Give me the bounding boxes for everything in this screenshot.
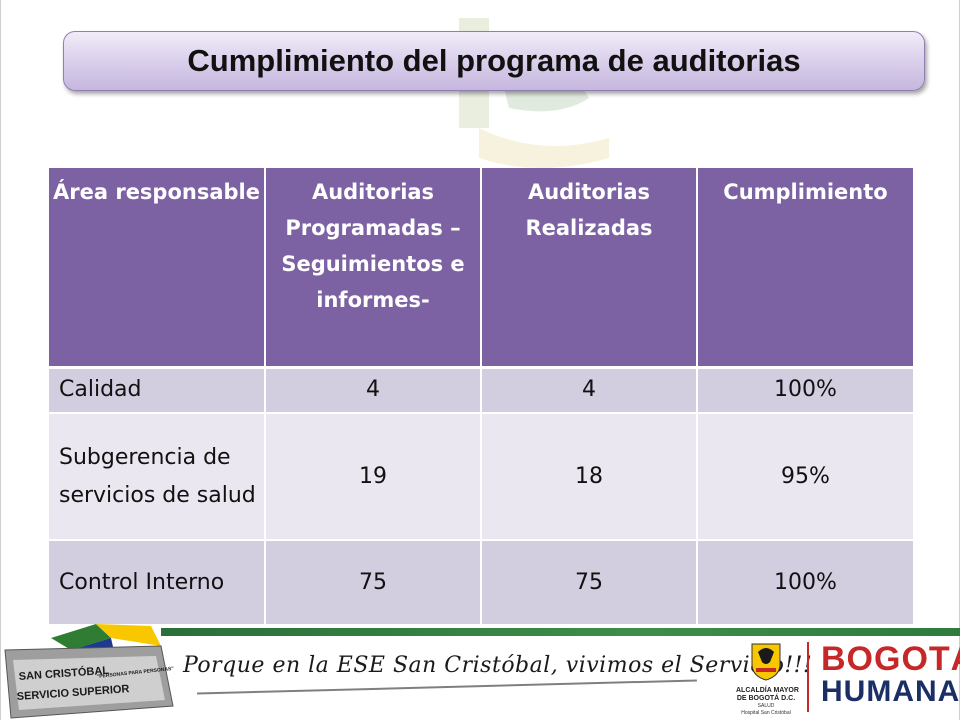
title-banner: Cumplimiento del programa de auditorias [63, 31, 925, 91]
logo-text-san-cristobal: SAN CRISTÓBAL [18, 664, 109, 683]
cell-area: Subgerencia de servicios de salud [49, 413, 266, 541]
cell-programadas: 75 [265, 540, 482, 626]
san-cristobal-logo-icon: SAN CRISTÓBAL SERVICIO SUPERIOR "PERSONA… [4, 624, 175, 719]
cell-area: Control Interno [49, 540, 266, 626]
column-header-realizadas: Auditorias Realizadas [481, 168, 698, 369]
cell-area: Calidad [49, 367, 266, 414]
audit-table: Área responsable Auditorias Programadas … [49, 168, 913, 626]
table-row: Calidad 4 4 100% [49, 367, 913, 414]
crest-line-4: Hospital San Cristóbal [741, 710, 791, 716]
brand-line-1: BOGOTÁ [821, 640, 960, 678]
brand-line-2: HUMANA [821, 675, 960, 708]
cell-cumplimiento: 95% [697, 413, 913, 541]
column-header-cumplimiento: Cumplimiento [697, 168, 913, 369]
footer-divider [161, 628, 960, 636]
crest-line-3: SALUD [757, 703, 775, 709]
bogota-crest-icon [751, 643, 781, 681]
table-header-row: Área responsable Auditorias Programadas … [49, 168, 913, 369]
bogota-crest: ALCALDÍA MAYOR DE BOGOTÁ D.C. SALUD Hosp… [736, 640, 799, 720]
column-header-area: Área responsable [49, 168, 266, 369]
table-row: Control Interno 75 75 100% [49, 540, 913, 626]
cell-cumplimiento: 100% [697, 540, 913, 626]
cell-programadas: 19 [265, 413, 482, 541]
bogota-humana-logo: BOGOTÁ HUMANA [821, 640, 960, 714]
cell-realizadas: 75 [481, 540, 698, 626]
column-header-programadas: Auditorias Programadas – Seguimientos e … [265, 168, 482, 369]
footer-slogan: Porque en la ESE San Cristóbal, vivimos … [183, 652, 813, 678]
cell-realizadas: 18 [481, 413, 698, 541]
table-row: Subgerencia de servicios de salud 19 18 … [49, 413, 913, 541]
cell-cumplimiento: 100% [697, 367, 913, 414]
footer-separator [807, 642, 809, 712]
cell-realizadas: 4 [481, 367, 698, 414]
cell-programadas: 4 [265, 367, 482, 414]
crest-line-2: DE BOGOTÁ D.C. [736, 695, 796, 702]
crest-line-1: ALCALDÍA MAYOR [736, 687, 799, 694]
page-title: Cumplimiento del programa de auditorias [187, 43, 801, 78]
